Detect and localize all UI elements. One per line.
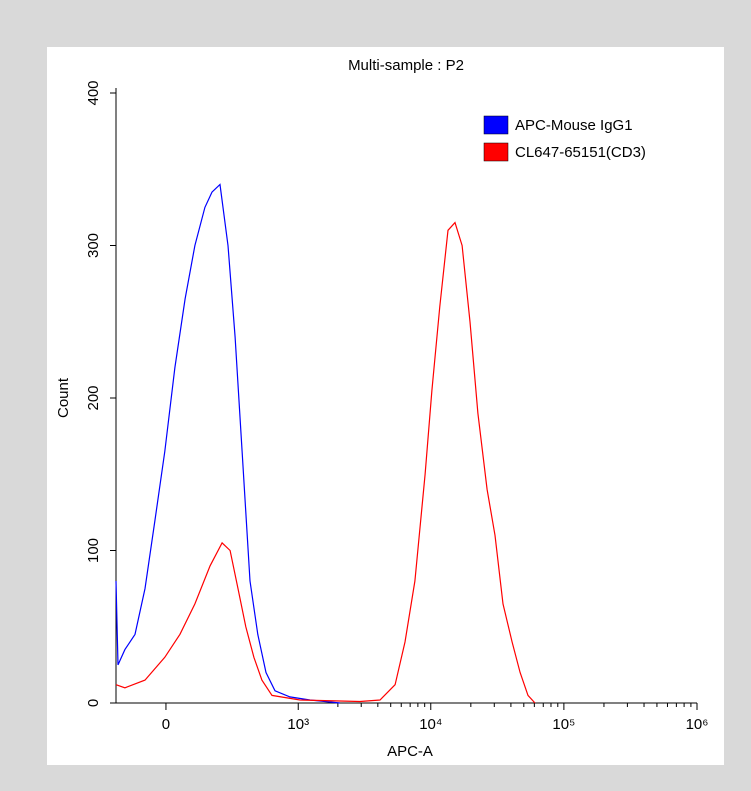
legend-label: APC-Mouse IgG1 — [515, 117, 633, 134]
x-axis-label: APC-A — [387, 743, 433, 760]
y-tick-label: 300 — [85, 233, 102, 258]
y-axis-label: Count — [55, 377, 72, 418]
panel — [47, 47, 724, 765]
legend-swatch — [483, 115, 509, 135]
y-tick-label: 400 — [85, 80, 102, 105]
x-tick-label: 10⁵ — [552, 716, 575, 733]
y-tick-label: 200 — [85, 385, 102, 410]
x-tick-label: 10⁴ — [419, 716, 442, 733]
legend-swatch — [483, 142, 509, 162]
y-tick-label: 100 — [85, 538, 102, 563]
series-line — [115, 221, 536, 704]
legend-label: CL647-65151(CD3) — [515, 144, 646, 161]
x-tick-label: 10⁶ — [686, 716, 709, 733]
y-tick-label: 0 — [85, 699, 102, 707]
chart-title: Multi-sample : P2 — [348, 57, 464, 74]
x-tick-label: 10³ — [287, 716, 309, 733]
series-line — [115, 183, 341, 704]
x-tick-label: 0 — [162, 716, 170, 733]
